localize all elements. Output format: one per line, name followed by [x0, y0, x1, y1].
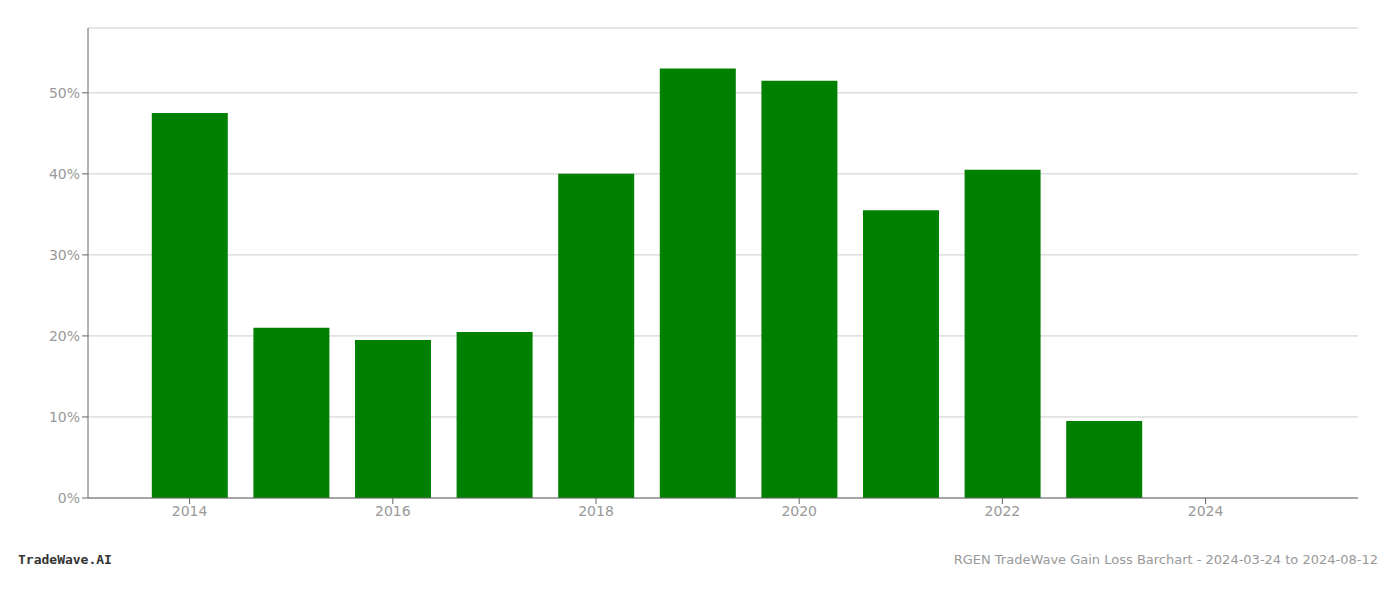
svg-text:2022: 2022	[985, 503, 1021, 519]
svg-text:2014: 2014	[172, 503, 208, 519]
svg-text:0%: 0%	[58, 490, 80, 506]
svg-text:20%: 20%	[49, 328, 80, 344]
svg-text:10%: 10%	[49, 409, 80, 425]
html-text:RGEN TradeWave Gain Loss Barch: RGEN TradeWave Gain Loss Barchart - 2024…	[953, 552, 1378, 567]
svg-text:2020: 2020	[781, 503, 817, 519]
svg-text:50%: 50%	[49, 85, 80, 101]
svg-text:2018: 2018	[578, 503, 614, 519]
svg-text:2016: 2016	[375, 503, 411, 519]
svg-text:30%: 30%	[49, 247, 80, 263]
html-text:TradeWave.AI: TradeWave.AI	[18, 552, 112, 567]
svg-text:40%: 40%	[49, 166, 80, 182]
svg-text:2024: 2024	[1188, 503, 1224, 519]
